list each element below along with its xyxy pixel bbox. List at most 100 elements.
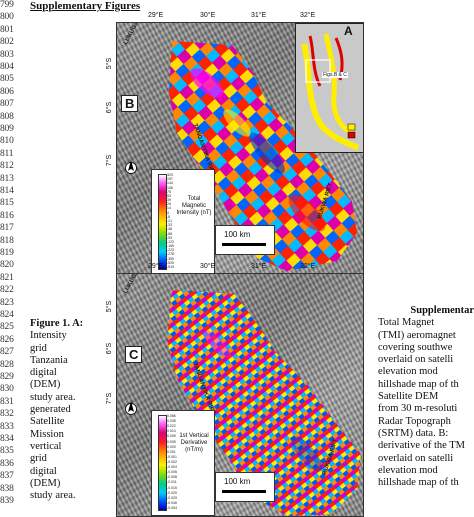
line-number: 818 (0, 235, 14, 246)
scale-label: 100 km (224, 230, 251, 239)
caption-line: Mission (30, 428, 64, 440)
figure-panel-bottom: 29°E 30°E 31°E 32°E 5°S 6°S 7°S (106, 263, 364, 517)
caption-line: Tanzania (30, 354, 68, 366)
caption-line: Figure 1. A: (30, 318, 84, 329)
legend-value: -0.029 (167, 495, 177, 500)
inset-map-drawing (296, 24, 363, 152)
caption-title: Supplementar (410, 305, 474, 316)
caption-line: overlaid on satelli (378, 452, 454, 464)
line-number: 837 (0, 471, 14, 482)
panel-letter-c: C (125, 346, 143, 363)
latitude-label: 5°S (106, 300, 114, 313)
line-number: 802 (0, 37, 14, 48)
legend-value: -0.006 (167, 470, 177, 475)
line-number: 827 (0, 347, 14, 358)
legend-value: -278 (167, 252, 175, 257)
panel-letter-b: B (121, 95, 139, 112)
color-legend: 1st Vertical Derivative (nT/m) 0.086 0.03… (151, 410, 215, 516)
legend-value: 0.001 (167, 449, 176, 454)
line-number: 807 (0, 99, 14, 110)
line-number: 834 (0, 434, 14, 444)
figure-panel-top: 29°E 30°E 31°E 32°E 5°S 6°S 7°S (106, 12, 364, 274)
legend-value: 0.005 (167, 439, 176, 444)
caption-line: overlaid on satelli (378, 354, 454, 366)
legend-value: 0.022 (167, 424, 176, 429)
caption-line: study area. (30, 490, 76, 502)
line-number: 838 (0, 483, 14, 494)
caption-line: (DEM) (30, 477, 61, 489)
color-ramp (158, 415, 167, 511)
legend-value: 4 (167, 210, 169, 215)
figure-caption-left: Figure 1. A: Intensity grid Tanzania digital… (30, 318, 110, 502)
line-number: 821 (0, 272, 14, 283)
caption-line: vertical (30, 440, 62, 452)
line-number: 804 (0, 62, 14, 72)
scale-label: 100 km (224, 477, 251, 486)
legend-value: 0.035 (167, 419, 176, 424)
line-number: 800 (0, 12, 14, 23)
line-number: 839 (0, 496, 14, 506)
caption-line: generated (30, 404, 71, 416)
legend-value: -0.020 (167, 490, 177, 495)
legend-value: 75 (167, 189, 171, 194)
caption-line: (TMI) aeromagnet (378, 329, 456, 341)
legend-value: -68 (167, 231, 173, 236)
legend-value: 0.014 (167, 429, 176, 434)
caption-line: (SRTM) data. B: (378, 427, 449, 439)
line-number: 812 (0, 161, 14, 172)
legend-value: 197 (167, 177, 173, 182)
legend-value: -0.002 (167, 460, 177, 464)
legend-value: -8 (167, 214, 171, 219)
line-number: 809 (0, 124, 14, 134)
longitude-label: 31°E (251, 12, 267, 19)
legend-value: -93 (167, 235, 173, 240)
legend-value: -0.015 (167, 485, 177, 490)
legend-value: 0.009 (167, 434, 176, 439)
line-number: 830 (0, 384, 14, 395)
legend-title: 1st Vertical Derivative (nT/m) (179, 433, 209, 453)
line-number: 815 (0, 198, 14, 209)
line-number: 816 (0, 210, 14, 221)
caption-line: grid (30, 342, 47, 354)
longitude-label: 30°E (200, 263, 216, 270)
line-number: 810 (0, 136, 14, 147)
longitude-label: 32°E (300, 12, 316, 19)
line-number: 817 (0, 223, 14, 234)
section-heading: Supplementary Figures (30, 0, 141, 12)
caption-line: Satellite DEM (378, 391, 439, 403)
color-legend: Total Magnetic Intensity (nT) 323 197 144 1… (151, 169, 215, 273)
north-arrow-icon (125, 160, 137, 174)
line-number: 805 (0, 74, 14, 85)
line-number: 820 (0, 260, 14, 271)
caption-line: elevation mod (378, 464, 438, 476)
latitude-label: 6°S (106, 101, 114, 114)
longitude-label: 32°E (300, 263, 316, 270)
line-number: 835 (0, 446, 14, 457)
legend-value: 323 (167, 173, 173, 177)
legend-value: -33 (167, 223, 173, 228)
caption-line: from 30 m-resoluti (378, 403, 458, 415)
line-number: 823 (0, 297, 14, 308)
caption-line: grid (30, 453, 47, 465)
hillshade-map: C LUKUGA RIFT RUKWA RIFT TANGANYIKA RIFT… (116, 273, 364, 517)
legend-value: 106 (167, 185, 173, 190)
line-number: 819 (0, 248, 14, 258)
legend-value: -122 (167, 239, 175, 244)
line-number: 803 (0, 49, 14, 60)
hillshade-map: B LUKUGA RIFT RUKWA RIFT TANGANYIKA RIFT… (116, 22, 364, 274)
line-number: 825 (0, 322, 14, 333)
line-number: 828 (0, 359, 14, 370)
north-arrow-icon (125, 401, 137, 415)
longitude-label: 30°E (200, 12, 216, 19)
line-number: 824 (0, 310, 14, 320)
scale-bar-box: 100 km (215, 225, 275, 255)
caption-line: study area. (30, 391, 76, 403)
legend-value: -0.008 (167, 475, 177, 480)
caption-line: derivative of the TM (378, 440, 465, 452)
legend-value: -525 (167, 260, 175, 265)
caption-line: Intensity (30, 330, 67, 342)
line-number: 813 (0, 173, 14, 184)
caption-line: covering southwe (378, 341, 453, 353)
latitude-label: 7°S (106, 154, 114, 167)
line-number: 832 (0, 409, 14, 420)
